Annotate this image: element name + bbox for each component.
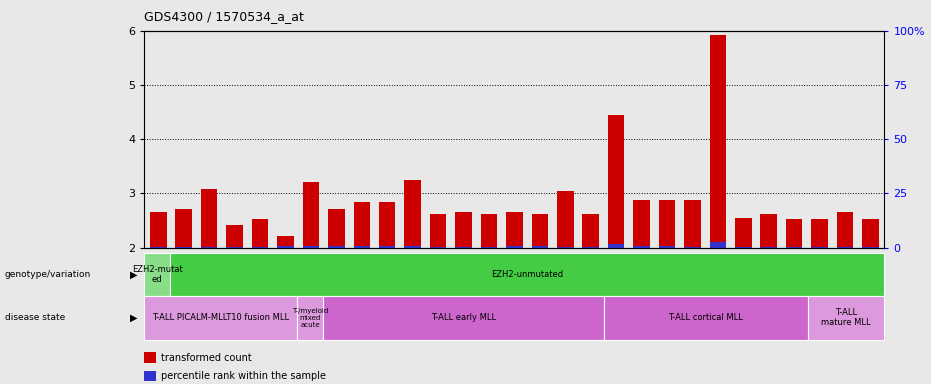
Bar [603, 296, 808, 340]
Bar [303, 182, 319, 246]
Text: transformed count: transformed count [161, 353, 251, 362]
Bar [328, 246, 344, 248]
Text: genotype/variation: genotype/variation [5, 270, 91, 279]
Text: T-ALL
mature MLL: T-ALL mature MLL [821, 308, 871, 328]
Text: ▶: ▶ [130, 313, 138, 323]
Bar [430, 247, 446, 248]
Bar [557, 247, 573, 248]
Text: T-ALL cortical MLL: T-ALL cortical MLL [668, 313, 743, 322]
Bar [251, 220, 268, 247]
Text: EZH2-unmutated: EZH2-unmutated [491, 270, 563, 279]
Bar [354, 246, 370, 248]
Bar [659, 200, 675, 246]
Bar [144, 296, 297, 340]
Bar [837, 247, 854, 248]
Bar [175, 209, 192, 247]
Bar [150, 247, 167, 248]
Bar [506, 246, 522, 248]
Bar [532, 246, 548, 248]
Bar [303, 246, 319, 248]
Bar [455, 247, 472, 248]
Bar [608, 115, 625, 244]
Text: disease state: disease state [5, 313, 65, 322]
Bar [404, 180, 421, 246]
Bar [811, 247, 828, 248]
Bar [735, 247, 751, 248]
Bar [506, 212, 522, 246]
Text: T-/myeloid
mixed
acute: T-/myeloid mixed acute [292, 308, 329, 328]
Bar [761, 214, 777, 247]
Bar [251, 247, 268, 248]
Bar [583, 247, 599, 248]
Bar [201, 189, 218, 247]
Bar [379, 202, 396, 246]
Bar [709, 242, 726, 248]
Bar [455, 212, 472, 247]
Bar [633, 246, 650, 248]
Bar [323, 296, 603, 340]
Bar [608, 244, 625, 248]
Bar [684, 247, 701, 248]
Bar [144, 253, 169, 296]
Bar [633, 200, 650, 246]
Bar [480, 214, 497, 247]
Text: ▶: ▶ [130, 270, 138, 280]
Bar [201, 247, 218, 248]
Bar [583, 214, 599, 247]
Bar [786, 247, 803, 248]
Text: GDS4300 / 1570534_a_at: GDS4300 / 1570534_a_at [144, 10, 304, 23]
Bar [862, 220, 879, 247]
Text: T-ALL early MLL: T-ALL early MLL [431, 313, 496, 322]
Bar [659, 246, 675, 248]
Bar [811, 220, 828, 247]
Bar [175, 247, 192, 248]
Bar [786, 220, 803, 247]
Bar [277, 246, 294, 248]
Bar [837, 212, 854, 247]
Text: EZH2-mutat
ed: EZH2-mutat ed [131, 265, 182, 284]
Bar [379, 246, 396, 248]
Bar [735, 218, 751, 247]
Bar [862, 247, 879, 248]
Bar [557, 191, 573, 247]
Bar [761, 247, 777, 248]
Bar [277, 236, 294, 246]
Bar [808, 296, 884, 340]
Bar [328, 209, 344, 246]
Bar [150, 212, 167, 247]
Bar [354, 202, 370, 246]
Bar [532, 214, 548, 246]
Bar [430, 214, 446, 247]
Bar [297, 296, 323, 340]
Bar [709, 35, 726, 242]
Bar [404, 246, 421, 248]
Bar [684, 200, 701, 247]
Bar [226, 247, 243, 248]
Bar [226, 225, 243, 247]
Bar [480, 247, 497, 248]
Text: T-ALL PICALM-MLLT10 fusion MLL: T-ALL PICALM-MLLT10 fusion MLL [153, 313, 290, 322]
Text: percentile rank within the sample: percentile rank within the sample [161, 371, 326, 381]
